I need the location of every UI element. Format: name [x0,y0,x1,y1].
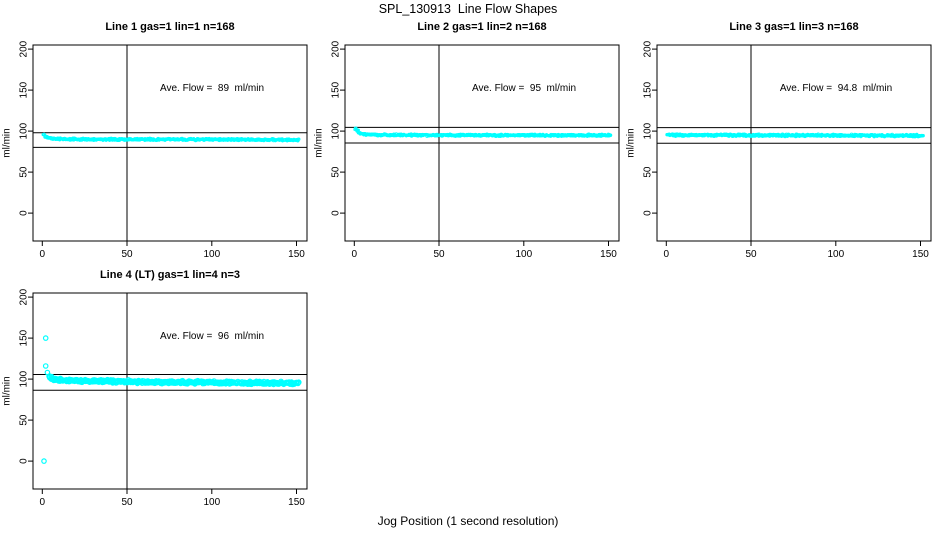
panel-line-1-title: Line 1 gas=1 lin=1 n=168 [105,21,235,33]
plot-line-1-axes: 0 50 100 150 0 50 100 150 200 [18,40,308,260]
svg-text:200: 200 [331,40,342,57]
svg-text:50: 50 [745,249,757,260]
figure-title: SPL_130913 Line Flow Shapes [378,2,558,16]
svg-text:100: 100 [515,249,532,260]
svg-text:150: 150 [288,497,305,508]
plot-line-4-axes: 0 50 100 150 0 50 100 150 200 [18,288,308,508]
svg-text:150: 150 [288,249,305,260]
svg-text:150: 150 [912,249,929,260]
panel-line-2-ylabel: ml/min [313,128,325,158]
panel-line-4-title: Line 4 (LT) gas=1 lin=4 n=3 [99,269,241,281]
panel-line-3-ylabel: ml/min [625,128,637,158]
svg-text:50: 50 [331,166,342,178]
plot-line-2-axes: 0 50 100 150 0 50 100 150 200 [331,40,620,260]
plot-line-3-axes: 0 50 100 150 0 50 100 150 200 [643,40,932,260]
panel-line-3: 0 50 100 150 0 50 100 150 200 Line 3 gas=1 lin=3… [624,20,936,268]
svg-text:100: 100 [19,122,30,139]
panel-line-3-title: Line 3 gas=1 lin=3 n=168 [729,21,859,33]
panel-line-2-ave-flow-label: Ave. Flow = 95 ml/min [471,83,577,94]
svg-text:50: 50 [121,249,133,260]
panel-line-1-ave-flow-label: Ave. Flow = 89 ml/min [159,83,265,94]
svg-text:200: 200 [643,40,654,57]
panel-line-4-ave-flow-label: Ave. Flow = 96 ml/min [159,331,265,342]
svg-text:150: 150 [19,81,30,98]
svg-text:150: 150 [600,249,617,260]
svg-text:0: 0 [40,249,46,260]
panel-line-3-ave-flow-label: Ave. Flow = 94.8 ml/min [779,83,893,94]
svg-text:0: 0 [40,497,46,508]
panel-line-4-ylabel: ml/min [1,376,13,406]
panel-line-1: 0 50 100 150 0 50 100 150 200 Line 1 gas=1 lin=1… [0,20,312,268]
panel-line-1-ylabel: ml/min [1,128,13,158]
svg-text:50: 50 [19,166,30,178]
svg-text:200: 200 [18,40,29,57]
svg-text:0: 0 [331,210,342,216]
svg-text:100: 100 [643,122,654,139]
panel-line-2-title: Line 2 gas=1 lin=2 n=168 [417,21,547,33]
svg-text:100: 100 [331,122,342,139]
svg-text:50: 50 [19,414,30,426]
svg-text:50: 50 [433,249,445,260]
svg-text:100: 100 [203,249,220,260]
svg-text:150: 150 [19,329,30,346]
svg-text:0: 0 [19,210,30,216]
svg-text:100: 100 [203,497,220,508]
x-axis-title: Jog Position (1 second resolution) [377,514,559,528]
svg-text:50: 50 [643,166,654,178]
svg-text:100: 100 [827,249,844,260]
svg-text:0: 0 [664,249,670,260]
svg-text:200: 200 [18,288,29,305]
svg-text:100: 100 [19,370,30,387]
svg-text:0: 0 [352,249,358,260]
panel-line-4: 0 50 100 150 0 50 100 150 200 Line 4 (LT) gas=1 … [0,268,312,516]
svg-text:150: 150 [331,81,342,98]
svg-text:50: 50 [121,497,133,508]
svg-text:0: 0 [19,458,30,464]
svg-text:0: 0 [643,210,654,216]
panel-line-2: 0 50 100 150 0 50 100 150 200 Line 2 gas=1 lin=2… [312,20,624,268]
svg-text:150: 150 [643,81,654,98]
